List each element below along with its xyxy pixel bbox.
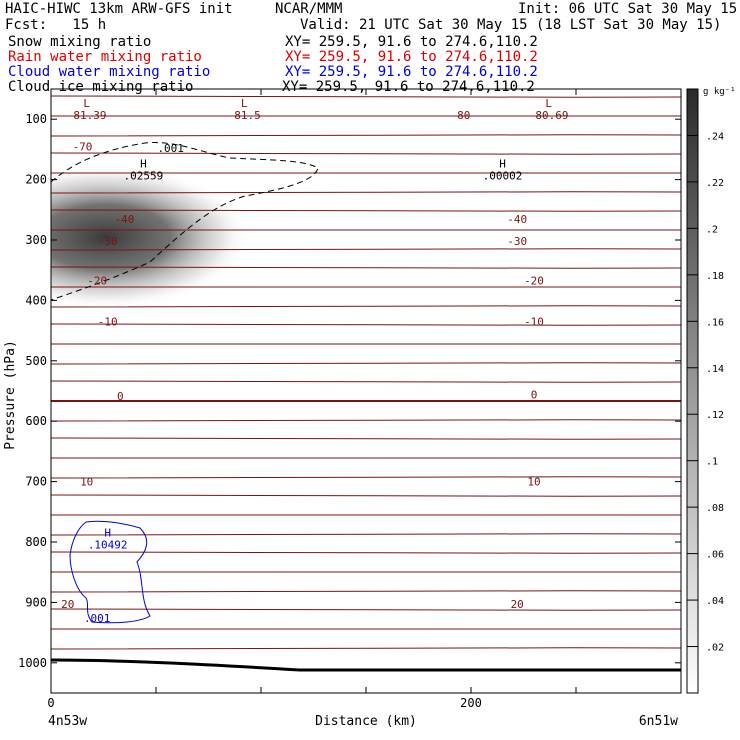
isotherm-line <box>51 152 681 155</box>
contour-label: -40 <box>507 213 527 226</box>
colorbar-tick-label: .1 <box>706 457 718 468</box>
x-tick-label: 0 <box>47 696 54 710</box>
field-snow-xy: XY= 259.5, 91.6 to 274.6,110.2 <box>285 34 538 50</box>
cloud-ice-label: .001 <box>157 142 184 155</box>
isotherm-line <box>51 134 681 137</box>
extremum-letter: L <box>545 97 552 110</box>
cloud-water-label: .001 <box>84 612 111 625</box>
contour-label: 0 <box>531 389 538 402</box>
contour-label: -30 <box>98 235 118 248</box>
extremum-letter: H <box>104 526 111 539</box>
contour-label: 10 <box>527 476 540 489</box>
extremum-value: .02559 <box>124 169 164 182</box>
isotherm-line <box>51 476 681 479</box>
y-tick-label: 300 <box>25 233 47 247</box>
y-tick-label: 600 <box>25 414 47 428</box>
extremum-letter: H <box>499 157 506 170</box>
contour-label: -20 <box>524 274 544 287</box>
y-tick-label: 700 <box>25 475 47 489</box>
isotherm-line <box>51 494 681 497</box>
right-endpoint-label: 6n51w <box>639 714 678 729</box>
isotherm-line <box>51 266 681 269</box>
init-time: Init: 06 UTC Sat 30 May 15 <box>518 1 738 17</box>
colorbar-tick-label: .2 <box>706 224 718 235</box>
colorbar-tick-label: .22 <box>706 178 724 189</box>
contour-label: -20 <box>87 274 107 287</box>
extremum-letter: L <box>241 97 248 110</box>
colorbar-tick-label: .04 <box>706 596 724 607</box>
colorbar-tick-label: .12 <box>706 410 724 421</box>
y-tick-label: 900 <box>25 595 47 609</box>
contour-label: 20 <box>61 598 74 611</box>
contour-label: -40 <box>115 213 135 226</box>
isotherm-line <box>51 191 681 194</box>
isotherm-line <box>51 533 681 536</box>
contour-label: -80 <box>451 109 471 122</box>
isotherm-line <box>51 419 681 422</box>
contour-label: -10 <box>524 316 544 329</box>
extremum-letter: H <box>140 157 147 170</box>
extremum-value: -80.69 <box>529 109 569 122</box>
cloud-ice-contour <box>51 142 319 301</box>
isotherm-line <box>51 95 681 98</box>
colorbar-tick-label: .08 <box>706 503 724 514</box>
extremum-letter: L <box>83 97 90 110</box>
isotherm-line <box>51 362 681 365</box>
field-cloud-water-label: Cloud water mixing ratio <box>8 64 211 80</box>
colorbar-tick-label: .06 <box>706 550 724 561</box>
y-tick-label: 800 <box>25 535 47 549</box>
left-endpoint-label: 4n53w <box>48 714 87 729</box>
valid-time: Valid: 21 UTC Sat 30 May 15 (18 LST Sat … <box>300 17 722 33</box>
field-cloud-ice-label: Cloud ice mixing ratio <box>8 79 194 95</box>
field-cloud-ice-xy: XY= 259.5, 91.6 to 274.6,110.2 <box>282 79 535 95</box>
field-rain-label: Rain water mixing ratio <box>8 49 202 65</box>
model-title: HAIC-HIWC 13km ARW-GFS init <box>5 1 233 17</box>
extremum-value: -81.39 <box>67 109 107 122</box>
contour-label: -70 <box>73 140 93 153</box>
y-axis-label: Pressure (hPa) <box>3 340 18 450</box>
y-tick-label: 400 <box>25 293 47 307</box>
isotherm-line <box>51 305 681 308</box>
colorbar-tick-label: .16 <box>706 317 724 328</box>
isotherm-line <box>51 437 681 440</box>
snow-max-shading <box>51 165 250 309</box>
colorbar-unit-label: g kg⁻¹ <box>703 87 736 97</box>
extremum-value: -81.5 <box>228 109 261 122</box>
isotherm-line <box>51 248 681 251</box>
isotherm-line <box>51 209 681 212</box>
isotherm-line <box>51 608 681 611</box>
contour-label: 0 <box>117 390 124 403</box>
isotherm-line <box>51 551 681 554</box>
field-cloud-water-xy: XY= 259.5, 91.6 to 274.6,110.2 <box>285 64 538 80</box>
extremum-value: .00002 <box>483 169 523 182</box>
y-tick-label: 200 <box>25 173 47 187</box>
colorbar <box>686 88 699 694</box>
field-rain-xy: XY= 259.5, 91.6 to 274.6,110.2 <box>285 49 538 65</box>
field-snow-label: Snow mixing ratio <box>8 34 152 50</box>
isotherm-line <box>51 380 681 383</box>
y-tick-label: 1000 <box>18 656 47 670</box>
colorbar-tick-label: .24 <box>706 131 724 142</box>
org-label: NCAR/MMM <box>275 1 343 17</box>
contour-label: -30 <box>507 235 527 248</box>
colorbar-tick-label: .18 <box>706 271 724 282</box>
surface-line <box>51 658 681 672</box>
isotherm-line <box>51 590 681 593</box>
y-tick-label: 100 <box>25 112 47 126</box>
x-axis-label: Distance (km) <box>315 714 417 729</box>
contour-label: 10 <box>80 476 93 489</box>
cloud-water-contour <box>69 520 151 624</box>
y-tick-label: 500 <box>25 354 47 368</box>
contour-label: 20 <box>511 598 524 611</box>
extremum-value: .10492 <box>88 538 128 551</box>
contour-label: -10 <box>98 316 118 329</box>
x-tick-label: 200 <box>460 696 482 710</box>
isotherm-line <box>51 323 681 326</box>
colorbar-tick-label: .14 <box>706 364 724 375</box>
forecast-hour: Fcst: 15 h <box>5 17 107 33</box>
isotherm-line <box>51 647 681 650</box>
colorbar-tick-label: .02 <box>706 643 724 654</box>
